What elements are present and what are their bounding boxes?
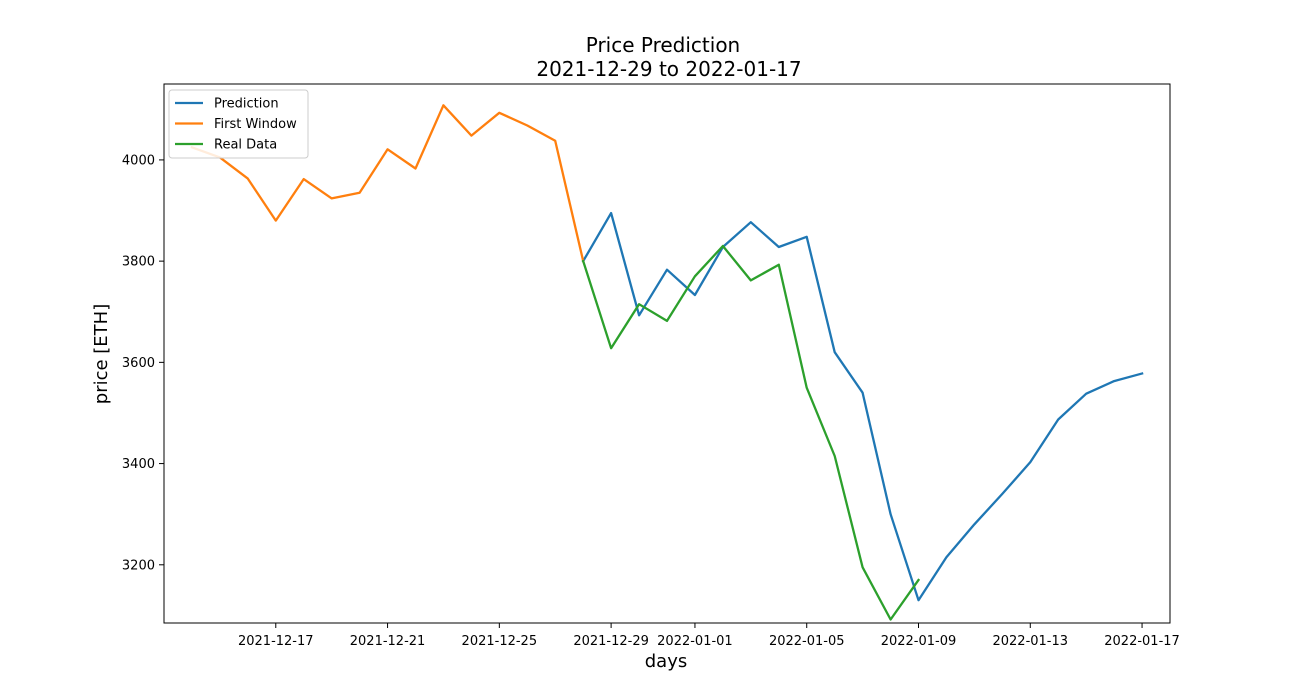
y-tick-label: 4000 — [122, 153, 155, 168]
series-layer — [190, 104, 1144, 621]
y-tick-label: 3600 — [122, 356, 155, 371]
x-tick-label: 2022-01-05 — [769, 634, 845, 649]
series-line-first-window — [190, 104, 585, 263]
series-line-prediction — [581, 211, 1144, 602]
legend-box — [168, 89, 309, 159]
y-axis: 3200 3400 3600 3800 4000 — [122, 153, 164, 573]
x-tick-label: 2022-01-01 — [657, 634, 733, 649]
x-tick-label: 2021-12-17 — [238, 634, 314, 649]
y-tick-label: 3400 — [122, 457, 155, 472]
chart-title: Price Prediction — [586, 33, 741, 57]
x-axis: 2021-12-17 2021-12-21 2021-12-25 2021-12-29… — [238, 623, 1180, 649]
x-axis-label: days — [645, 651, 688, 672]
legend-label: First Window — [214, 117, 297, 132]
legend-label: Prediction — [214, 97, 279, 112]
x-tick-label: 2022-01-17 — [1104, 634, 1180, 649]
y-tick-label: 3800 — [122, 255, 155, 270]
chart-subtitle: 2021-12-29 to 2022-01-17 — [536, 57, 801, 81]
legend-label: Real Data — [214, 138, 277, 153]
y-tick-label: 3200 — [122, 558, 155, 573]
legend: Prediction First Window Real Data — [168, 89, 309, 159]
plot-frame — [163, 83, 1171, 624]
x-tick-label: 2022-01-09 — [881, 634, 957, 649]
x-tick-label: 2022-01-13 — [992, 634, 1068, 649]
series-line-real-data — [581, 244, 921, 621]
x-tick-label: 2021-12-21 — [350, 634, 426, 649]
x-tick-label: 2021-12-25 — [462, 634, 538, 649]
x-tick-label: 2021-12-29 — [573, 634, 649, 649]
y-axis-label: price [ETH] — [91, 304, 112, 404]
